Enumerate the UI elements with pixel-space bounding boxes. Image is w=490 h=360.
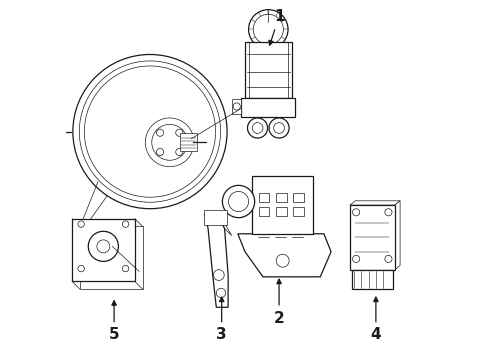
Polygon shape — [216, 214, 232, 235]
Bar — [293, 207, 304, 216]
Bar — [259, 193, 270, 202]
Bar — [204, 211, 227, 225]
Polygon shape — [238, 234, 331, 277]
Bar — [276, 207, 287, 216]
Bar — [293, 193, 304, 202]
Bar — [350, 205, 395, 270]
Text: 2: 2 — [274, 279, 284, 325]
Text: 5: 5 — [109, 301, 120, 342]
Polygon shape — [350, 201, 400, 205]
Bar — [242, 98, 295, 117]
Polygon shape — [72, 219, 135, 281]
Polygon shape — [204, 214, 228, 307]
Bar — [252, 176, 313, 234]
Bar — [276, 193, 287, 202]
Circle shape — [269, 118, 289, 138]
Bar — [53, 126, 60, 137]
Circle shape — [248, 10, 288, 49]
Polygon shape — [80, 226, 143, 289]
Bar — [232, 99, 242, 114]
Circle shape — [222, 185, 255, 218]
Text: 4: 4 — [370, 297, 381, 342]
Bar — [245, 42, 292, 98]
Circle shape — [247, 118, 268, 138]
Bar — [180, 134, 196, 151]
Bar — [259, 207, 270, 216]
Text: 3: 3 — [217, 297, 227, 342]
Bar — [352, 270, 393, 289]
Text: 1: 1 — [269, 9, 284, 45]
Polygon shape — [395, 201, 400, 270]
